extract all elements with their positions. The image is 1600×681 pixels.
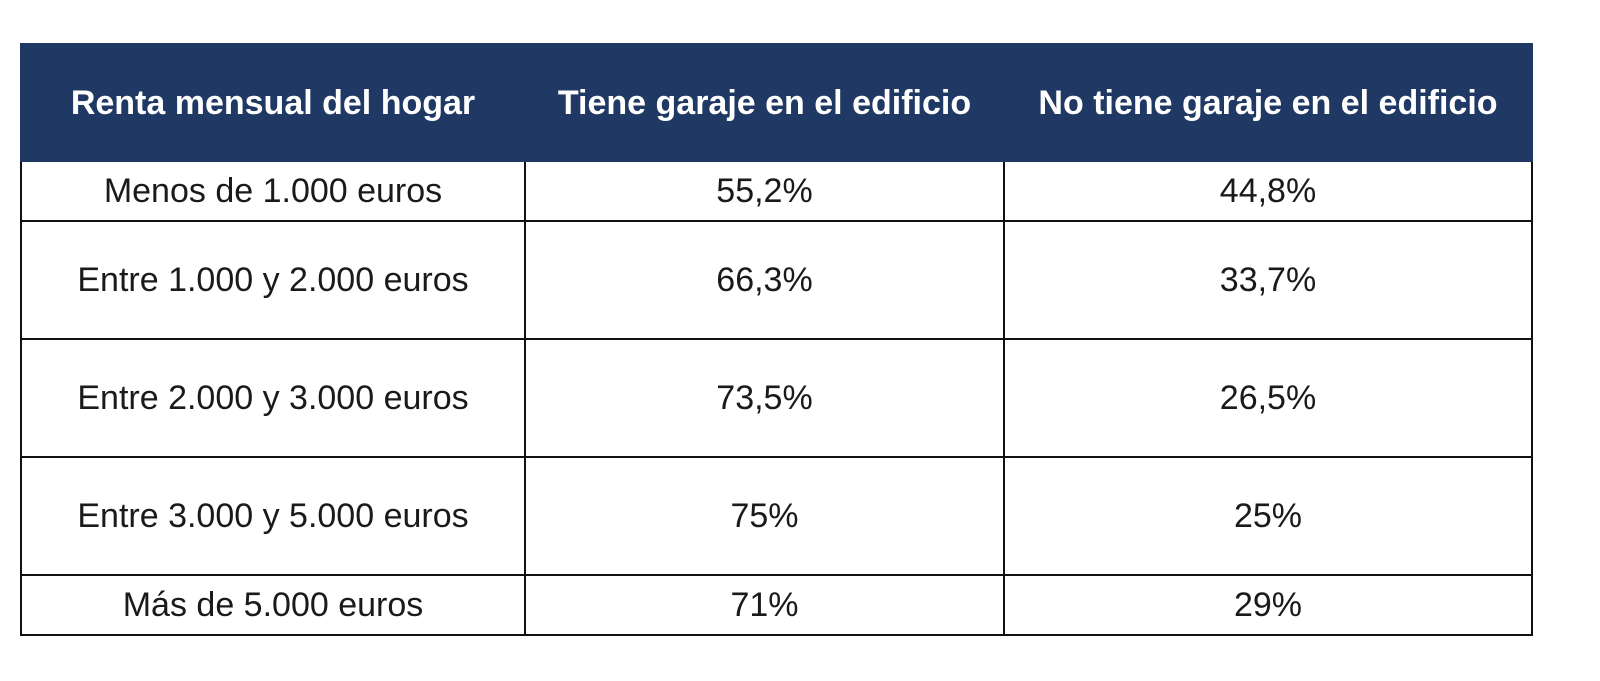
row-label: Entre 2.000 y 3.000 euros <box>20 338 526 458</box>
table-row: Entre 3.000 y 5.000 euros 75% 25% <box>20 456 1533 576</box>
table-row: Más de 5.000 euros 71% 29% <box>20 574 1533 636</box>
row-label: Entre 3.000 y 5.000 euros <box>20 456 526 576</box>
header-row: Renta mensual del hogar Tiene garaje en … <box>20 43 1533 162</box>
value-cell: 55,2% <box>524 160 1005 222</box>
table-row: Entre 1.000 y 2.000 euros 66,3% 33,7% <box>20 220 1533 340</box>
table-row: Entre 2.000 y 3.000 euros 73,5% 26,5% <box>20 338 1533 458</box>
value-cell: 66,3% <box>524 220 1005 340</box>
data-table: Renta mensual del hogar Tiene garaje en … <box>20 43 1533 636</box>
value-cell: 25% <box>1003 456 1533 576</box>
value-cell: 73,5% <box>524 338 1005 458</box>
row-label: Más de 5.000 euros <box>20 574 526 636</box>
table-body: Menos de 1.000 euros 55,2% 44,8% Entre 1.00… <box>20 160 1533 636</box>
value-cell: 44,8% <box>1003 160 1533 222</box>
value-cell: 33,7% <box>1003 220 1533 340</box>
row-label: Entre 1.000 y 2.000 euros <box>20 220 526 340</box>
header-cell: No tiene garaje en el edificio <box>1003 43 1533 162</box>
value-cell: 29% <box>1003 574 1533 636</box>
header-cell: Renta mensual del hogar <box>20 43 526 162</box>
value-cell: 75% <box>524 456 1005 576</box>
value-cell: 71% <box>524 574 1005 636</box>
row-label: Menos de 1.000 euros <box>20 160 526 222</box>
table-row: Menos de 1.000 euros 55,2% 44,8% <box>20 160 1533 222</box>
header-cell: Tiene garaje en el edificio <box>524 43 1005 162</box>
value-cell: 26,5% <box>1003 338 1533 458</box>
